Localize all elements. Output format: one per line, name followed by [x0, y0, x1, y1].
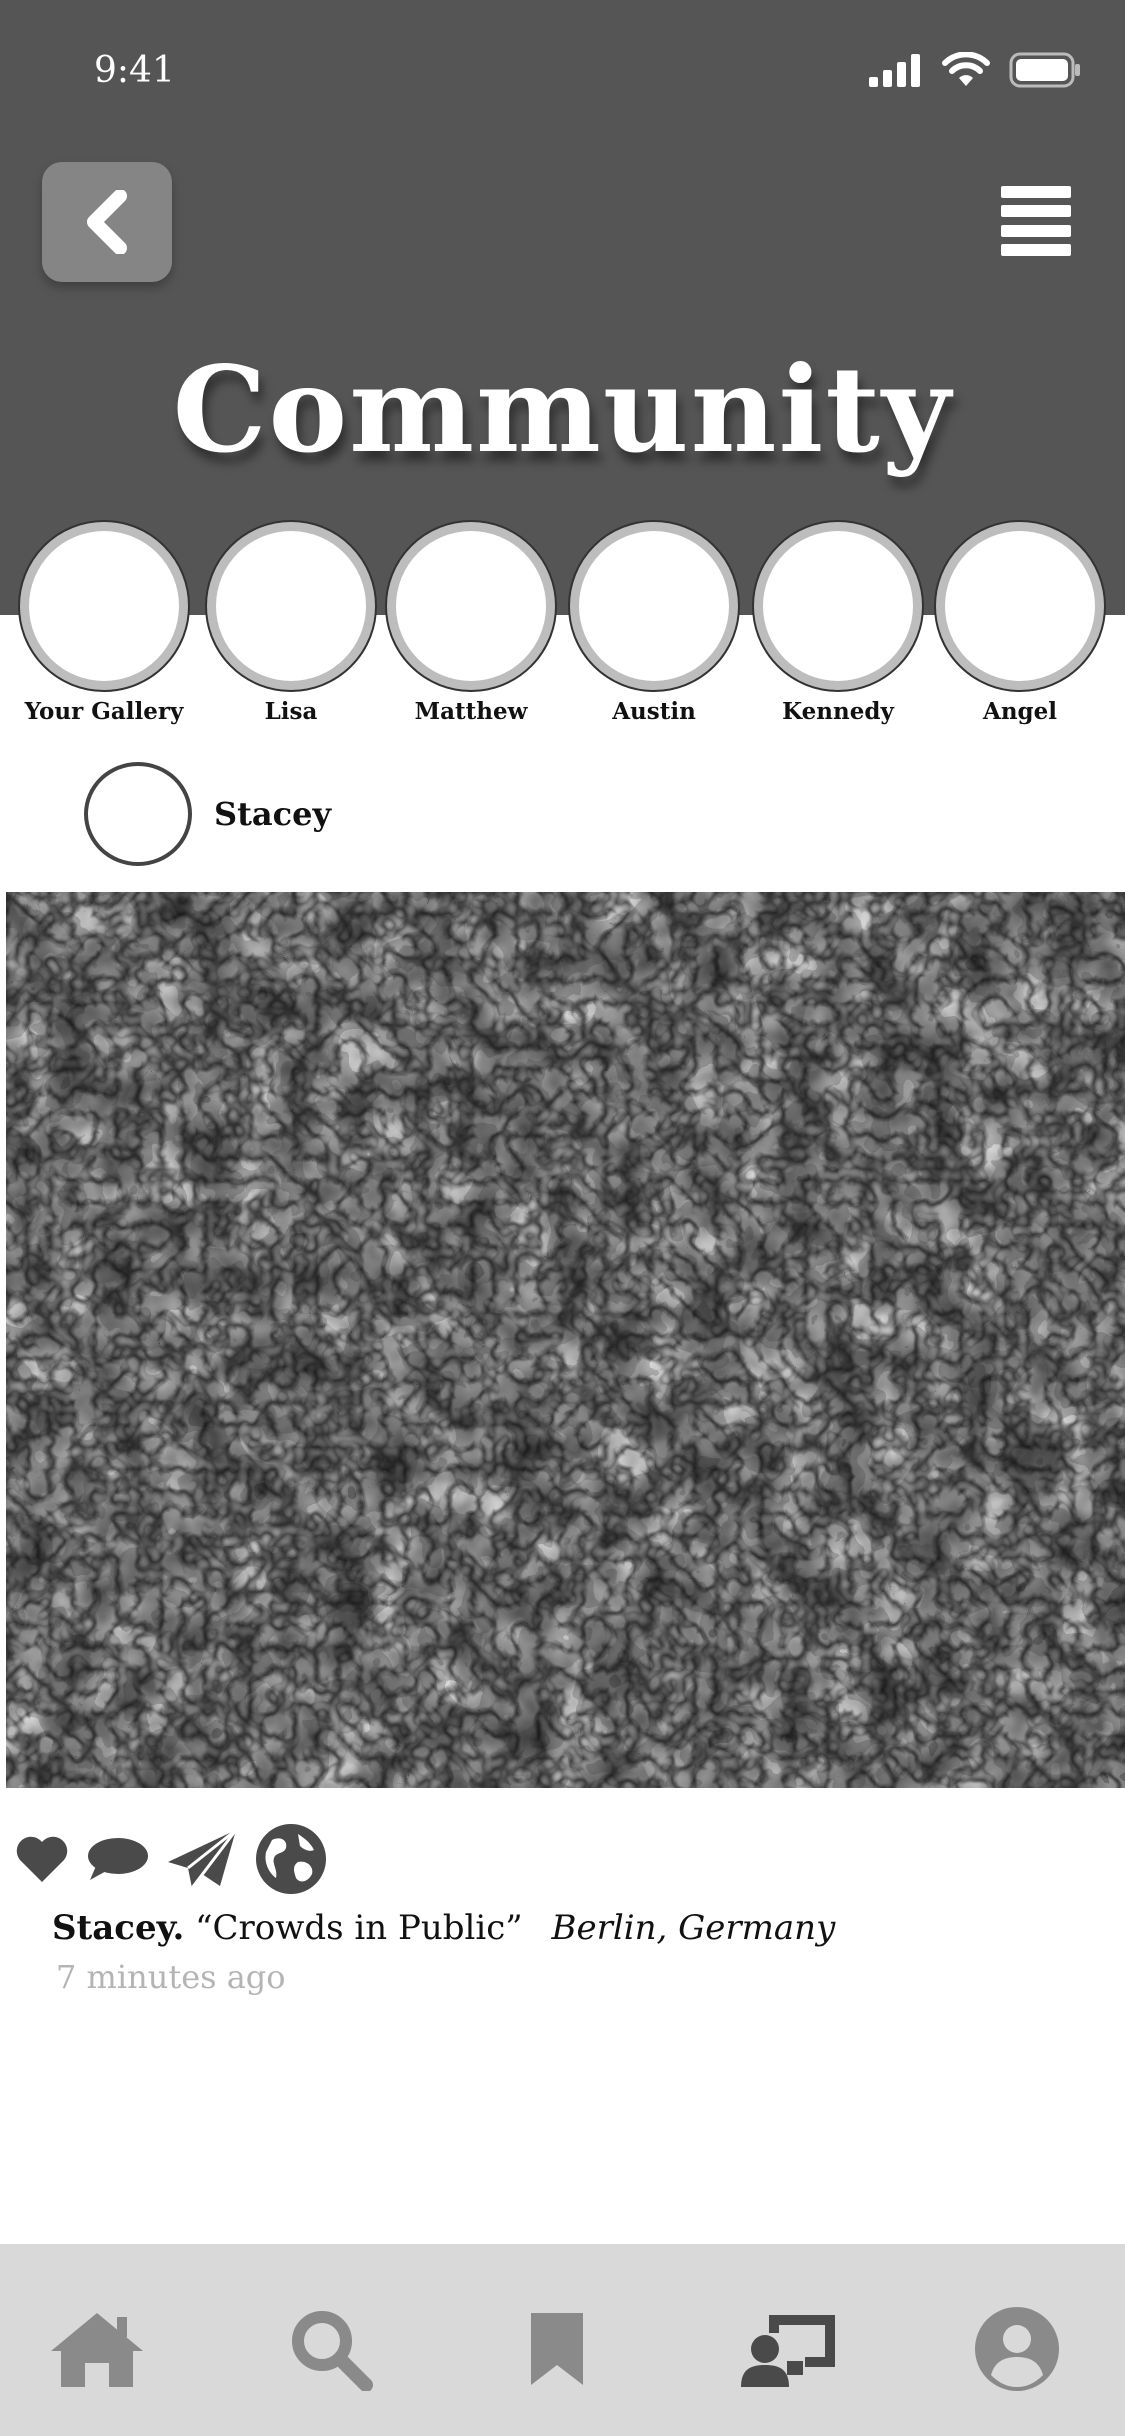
back-button[interactable] [42, 162, 172, 282]
stories-row: Your Gallery Lisa Matthew Austin Kennedy… [0, 520, 1125, 730]
post-author[interactable]: Stacey [84, 762, 331, 866]
speech-bubble-icon[interactable] [86, 1834, 150, 1884]
globe-icon[interactable] [254, 1822, 328, 1896]
post-caption: Stacey. “Crowds in Public” Berlin, Germa… [52, 1908, 835, 1948]
story-label: Lisa [264, 698, 318, 725]
story-avatar [568, 520, 740, 692]
paper-plane-icon[interactable] [166, 1828, 238, 1890]
menu-button[interactable] [1001, 186, 1071, 256]
caption-location[interactable]: Berlin, Germany [551, 1908, 836, 1948]
story-your-gallery[interactable]: Your Gallery [16, 520, 192, 725]
nav-bookmarks[interactable] [502, 2304, 612, 2394]
story-kennedy[interactable]: Kennedy [750, 520, 926, 725]
story-label: Angel [982, 698, 1058, 725]
signal-icon [869, 54, 920, 87]
avatar[interactable] [84, 762, 192, 866]
post-timestamp: 7 minutes ago [56, 1958, 286, 1996]
chevron-left-icon [87, 190, 127, 254]
post-image[interactable] [6, 892, 1125, 1788]
story-label: Kennedy [782, 698, 894, 725]
story-avatar [205, 520, 377, 692]
search-icon [292, 2311, 373, 2391]
story-angel[interactable]: Angel [932, 520, 1108, 725]
status-icons [867, 52, 1081, 88]
hamburger-menu-icon [1001, 186, 1071, 198]
profile-icon [975, 2307, 1059, 2391]
story-avatar [385, 520, 557, 692]
header: 9:41 Community [0, 0, 1125, 615]
battery-icon [1009, 52, 1080, 88]
home-icon [51, 2313, 143, 2387]
post-actions [14, 1822, 328, 1896]
story-label: Matthew [414, 698, 528, 725]
story-avatar [18, 520, 190, 692]
status-time: 9:41 [94, 50, 175, 91]
nav-community[interactable] [734, 2304, 844, 2394]
bookmark-icon [531, 2313, 583, 2385]
caption-author[interactable]: Stacey. [52, 1908, 185, 1948]
bottom-nav [0, 2244, 1125, 2436]
nav-home[interactable] [42, 2304, 152, 2394]
heart-icon[interactable] [14, 1834, 70, 1884]
story-matthew[interactable]: Matthew [383, 520, 559, 725]
post-author-name[interactable]: Stacey [214, 795, 332, 833]
story-avatar [752, 520, 924, 692]
story-lisa[interactable]: Lisa [203, 520, 379, 725]
story-label: Austin [612, 698, 696, 725]
story-avatar [934, 520, 1106, 692]
page-title: Community [172, 340, 953, 479]
story-austin[interactable]: Austin [566, 520, 742, 725]
story-label: Your Gallery [24, 698, 184, 725]
wifi-icon [942, 52, 990, 86]
crowd-photo [6, 892, 1125, 1788]
community-icon [741, 2315, 835, 2387]
nav-profile[interactable] [962, 2304, 1072, 2394]
nav-search[interactable] [276, 2304, 386, 2394]
caption-title: “Crowds in Public” [195, 1908, 523, 1948]
